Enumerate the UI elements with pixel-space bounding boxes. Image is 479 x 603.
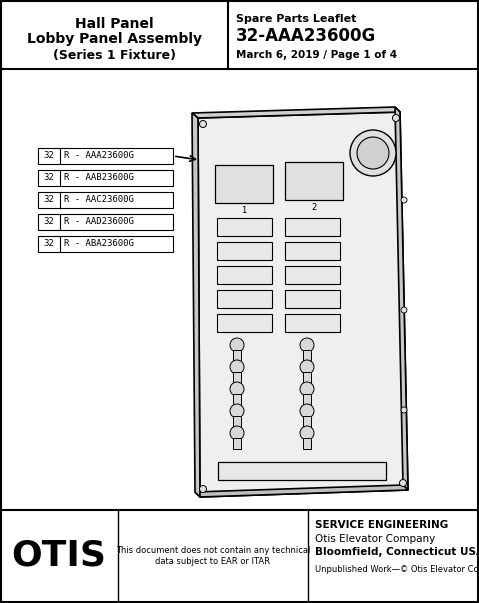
Text: 32: 32	[44, 151, 55, 160]
Bar	[217, 290, 272, 308]
Bar	[217, 218, 272, 236]
Text: SERVICE ENGINEERING: SERVICE ENGINEERING	[315, 520, 448, 530]
Text: March 6, 2019 / Page 1 of 4: March 6, 2019 / Page 1 of 4	[236, 50, 397, 60]
Circle shape	[300, 404, 314, 418]
Bar	[233, 394, 241, 405]
Circle shape	[300, 360, 314, 374]
Text: Lobby Panel Assembly: Lobby Panel Assembly	[27, 32, 202, 46]
Circle shape	[230, 338, 244, 352]
Circle shape	[230, 382, 244, 396]
Bar	[285, 314, 340, 332]
Text: R - AAC23600G: R - AAC23600G	[64, 195, 134, 204]
Circle shape	[230, 360, 244, 374]
Bar	[1, 1, 478, 69]
Text: 32: 32	[44, 195, 55, 204]
Text: Unpublished Work—© Otis Elevator Co.; 2019: Unpublished Work—© Otis Elevator Co.; 20…	[315, 565, 479, 574]
Text: (Series 1 Fixture): (Series 1 Fixture)	[53, 49, 176, 62]
Text: 2: 2	[311, 203, 317, 212]
Text: R - AAA23600G: R - AAA23600G	[64, 151, 134, 160]
Circle shape	[230, 426, 244, 440]
Circle shape	[392, 115, 399, 121]
Circle shape	[399, 479, 407, 487]
Circle shape	[230, 404, 244, 418]
Circle shape	[401, 197, 407, 203]
Bar	[303, 350, 311, 361]
Bar	[217, 266, 272, 284]
Text: 32: 32	[44, 239, 55, 248]
Bar	[285, 162, 343, 200]
Bar	[233, 438, 241, 449]
Polygon shape	[192, 113, 200, 497]
Circle shape	[199, 121, 206, 127]
Text: R - AAB23600G: R - AAB23600G	[64, 174, 134, 183]
Bar	[285, 290, 340, 308]
Text: 32-AAA23600G: 32-AAA23600G	[236, 27, 376, 45]
Bar	[285, 242, 340, 260]
Bar	[303, 372, 311, 383]
Bar	[233, 372, 241, 383]
Text: OTIS: OTIS	[11, 539, 106, 573]
Circle shape	[300, 338, 314, 352]
Text: This document does not contain any technical
data subject to EAR or ITAR: This document does not contain any techn…	[116, 546, 310, 566]
Bar	[303, 416, 311, 427]
Text: R - ABA23600G: R - ABA23600G	[64, 239, 134, 248]
Text: Spare Parts Leaflet: Spare Parts Leaflet	[236, 14, 356, 24]
Bar	[285, 218, 340, 236]
Circle shape	[401, 307, 407, 313]
Text: 1: 1	[241, 206, 247, 215]
Circle shape	[300, 382, 314, 396]
Text: 32: 32	[44, 218, 55, 227]
Text: Bloomfield, Connecticut USA: Bloomfield, Connecticut USA	[315, 547, 479, 557]
Bar	[38, 170, 173, 186]
Bar	[303, 438, 311, 449]
Polygon shape	[195, 485, 408, 497]
Polygon shape	[395, 107, 408, 490]
Bar	[233, 350, 241, 361]
Bar	[38, 192, 173, 208]
Bar	[303, 394, 311, 405]
Text: 32: 32	[44, 174, 55, 183]
Bar	[38, 148, 173, 164]
Circle shape	[350, 130, 396, 176]
Circle shape	[357, 137, 389, 169]
Text: Otis Elevator Company: Otis Elevator Company	[315, 534, 435, 544]
Circle shape	[199, 485, 206, 493]
Bar	[218, 462, 386, 480]
Polygon shape	[192, 107, 400, 118]
Bar	[285, 266, 340, 284]
Text: Hall Panel: Hall Panel	[75, 17, 154, 31]
Circle shape	[300, 426, 314, 440]
Polygon shape	[198, 112, 408, 497]
Bar	[38, 236, 173, 252]
Bar	[38, 214, 173, 230]
Bar	[217, 242, 272, 260]
Bar	[215, 165, 273, 203]
Bar	[233, 416, 241, 427]
Circle shape	[401, 407, 407, 413]
Bar	[1, 510, 478, 602]
Bar	[217, 314, 272, 332]
Text: R - AAD23600G: R - AAD23600G	[64, 218, 134, 227]
